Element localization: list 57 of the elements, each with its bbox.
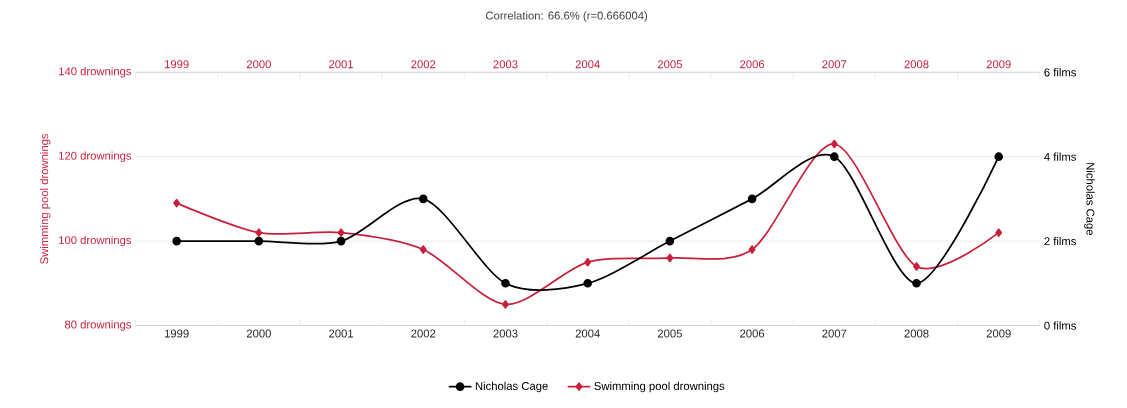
point bbox=[994, 152, 1004, 162]
point bbox=[913, 262, 920, 271]
point bbox=[995, 228, 1003, 238]
point bbox=[830, 139, 838, 149]
category-label: 2001 bbox=[329, 329, 354, 338]
point bbox=[666, 253, 674, 263]
category-label: 2009 bbox=[986, 329, 1011, 338]
y-axis-title: Swimming pool drownings bbox=[39, 134, 51, 264]
legend-label: Swimming pool drownings bbox=[594, 381, 725, 393]
point bbox=[747, 194, 757, 204]
point bbox=[172, 236, 181, 246]
category-label: 2007 bbox=[822, 329, 847, 338]
x-tick-label: 2002 bbox=[411, 60, 436, 69]
point bbox=[255, 228, 263, 238]
chart-title: Correlation: 66.6% (r=0.666004) bbox=[486, 11, 648, 22]
y-tick-label: 80 drownings bbox=[64, 320, 132, 331]
point bbox=[336, 236, 346, 246]
point bbox=[173, 198, 181, 208]
y2-tick-label: 0 films bbox=[1044, 321, 1076, 330]
point bbox=[583, 279, 592, 288]
x-tick-label: 2006 bbox=[740, 60, 765, 69]
legend-label: Nicholas Cage bbox=[475, 381, 548, 393]
x-tick-label: 2003 bbox=[493, 60, 518, 69]
point bbox=[501, 279, 510, 288]
point bbox=[502, 300, 509, 309]
point bbox=[584, 258, 592, 267]
category-label: 2006 bbox=[740, 329, 765, 338]
category-label: 2002 bbox=[411, 329, 436, 338]
y2-axis-title: Nicholas Cage bbox=[1084, 163, 1095, 236]
point bbox=[419, 245, 427, 254]
category-label: 2003 bbox=[493, 329, 518, 338]
point bbox=[830, 152, 839, 162]
y-tick-label: 100 drownings bbox=[59, 235, 132, 247]
x-tick-label: 2007 bbox=[822, 60, 847, 69]
y-tick-label: 140 drownings bbox=[59, 67, 132, 78]
category-label: 2008 bbox=[904, 329, 929, 338]
category-label: 2000 bbox=[246, 329, 271, 338]
y2-tick-label: 2 films bbox=[1044, 237, 1076, 246]
point bbox=[665, 236, 675, 246]
y-tick-label: 120 drownings bbox=[59, 151, 132, 163]
x-tick-label: 2004 bbox=[575, 60, 600, 69]
x-tick-label: 2009 bbox=[986, 60, 1011, 69]
x-tick-label: 2008 bbox=[904, 60, 929, 69]
point bbox=[418, 194, 428, 204]
x-tick-label: 2000 bbox=[246, 60, 271, 69]
y2-tick-label: 6 films bbox=[1044, 68, 1076, 77]
category-label: 2004 bbox=[575, 329, 600, 338]
x-tick-label: 1999 bbox=[164, 60, 189, 69]
point bbox=[912, 279, 921, 288]
x-tick-label: 2005 bbox=[657, 60, 682, 69]
category-label: 2005 bbox=[657, 329, 682, 338]
point bbox=[748, 245, 756, 254]
point bbox=[254, 236, 264, 246]
x-tick-label: 2001 bbox=[329, 60, 354, 69]
point bbox=[337, 228, 345, 238]
category-label: 1999 bbox=[164, 329, 189, 338]
y2-tick-label: 4 films bbox=[1044, 152, 1076, 161]
